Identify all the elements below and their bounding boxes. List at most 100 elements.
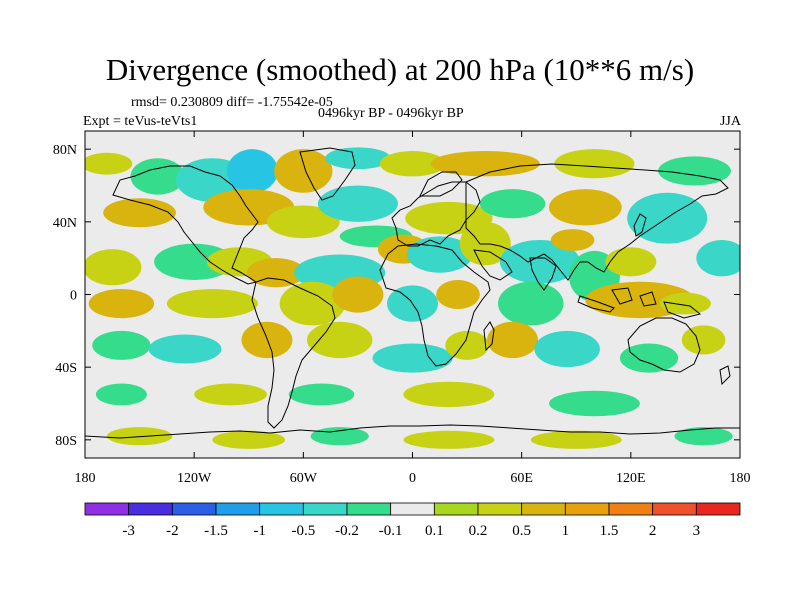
colorbar-swatch — [171, 502, 217, 516]
coast-indonesia — [577, 287, 702, 319]
divergence-patch — [379, 150, 446, 177]
divergence-patch — [212, 430, 286, 449]
coast-australia — [627, 317, 701, 373]
colorbar-swatch — [259, 502, 304, 516]
colorbar-swatch — [521, 502, 566, 516]
colorbar-label: 0.5 — [512, 523, 531, 539]
divergence-patch — [310, 427, 369, 446]
lat-tick-label: 40S — [55, 361, 77, 376]
colorbar-label: -1.5 — [204, 523, 228, 539]
colorbar-swatch — [390, 502, 435, 516]
divergence-patch — [332, 276, 384, 313]
lat-tick-label: 0 — [70, 289, 77, 304]
divergence-patch — [658, 156, 731, 186]
divergence-patch — [550, 229, 595, 251]
divergence-patch — [498, 281, 564, 326]
divergence-patch — [85, 152, 133, 175]
divergence-patch — [430, 150, 540, 177]
coast-europe — [391, 181, 481, 247]
divergence-patch — [487, 321, 539, 359]
colorbar-label: -0.2 — [335, 523, 359, 539]
lon-tick-label: 180 — [730, 471, 751, 486]
divergence-field — [85, 147, 740, 449]
stats-line: rmsd= 0.230809 diff= -1.75542e-05 — [131, 95, 333, 110]
coast-asia — [465, 163, 729, 281]
coast-north-america — [112, 165, 259, 285]
colorbar-label: -3 — [122, 523, 135, 539]
divergence-patch — [88, 289, 155, 319]
divergence-patch — [403, 430, 495, 449]
period-label: 0496kyr BP - 0496kyr BP — [318, 106, 464, 121]
divergence-patch — [681, 325, 726, 355]
divergence-patch — [554, 149, 635, 179]
divergence-patch — [372, 343, 453, 373]
divergence-patch — [279, 281, 346, 326]
lon-tick-label: 180 — [75, 471, 96, 486]
coast-scandinavia — [419, 171, 463, 197]
colorbar-label: 1 — [562, 523, 570, 539]
coast-japan — [633, 213, 647, 237]
coast-madagascar — [483, 321, 495, 352]
lat-tick-label: 80N — [53, 143, 77, 158]
divergence-patch — [499, 239, 580, 284]
colorbar-label: -1 — [253, 523, 266, 539]
lat-tick-label: 80S — [55, 434, 77, 449]
divergence-patch — [194, 383, 267, 406]
divergence-patch — [534, 330, 600, 368]
divergence-patch — [696, 240, 740, 277]
lon-tick-label: 120E — [616, 471, 646, 486]
colorbar-label: -0.5 — [291, 523, 315, 539]
lon-tick-label: 60W — [290, 471, 318, 486]
coast-greenland — [299, 147, 356, 201]
divergence-patch — [619, 343, 679, 373]
longitude-axis: 180 120W 60W 0 60E 120E 180 — [75, 131, 751, 486]
divergence-patch — [436, 279, 480, 310]
divergence-patch — [266, 205, 340, 239]
lon-tick-label: 60E — [510, 471, 533, 486]
colorbar: -3 -2 -1.5 -1 -0.5 -0.2 -0.1 0.1 0.2 0.5 1 1.5 2 3 — [84, 502, 741, 539]
colorbar-swatch — [477, 502, 523, 516]
lon-tick-label: 0 — [409, 471, 416, 486]
divergence-patch — [95, 383, 147, 406]
divergence-patch — [407, 236, 473, 273]
season-label: JJA — [719, 114, 741, 129]
colorbar-label: 3 — [693, 523, 701, 539]
colorbar-swatch — [128, 502, 173, 516]
coast-antarctica — [85, 424, 740, 439]
lon-tick-label: 120W — [177, 471, 212, 486]
divergence-patch — [103, 198, 176, 228]
divergence-patch — [288, 383, 355, 406]
divergence-patch — [445, 330, 489, 360]
divergence-patch — [325, 147, 391, 170]
experiment-label: Expt = teVus-teVts1 — [83, 114, 198, 129]
divergence-patch — [317, 185, 398, 222]
divergence-patch — [548, 390, 640, 417]
divergence-patch — [605, 247, 657, 277]
divergence-patch — [226, 149, 278, 193]
divergence-patch — [530, 430, 622, 449]
colorbar-swatch — [302, 502, 348, 516]
lat-tick-label: 40N — [53, 216, 77, 231]
divergence-patch — [659, 292, 711, 315]
divergence-patch — [479, 189, 546, 219]
coastlines — [85, 147, 740, 439]
coast-arabia — [473, 249, 513, 281]
colorbar-swatch — [84, 502, 130, 516]
divergence-patch — [166, 289, 258, 319]
colorbar-swatch — [433, 502, 479, 516]
divergence-patch — [403, 381, 495, 408]
colorbar-label: 2 — [649, 523, 657, 539]
colorbar-swatch — [346, 502, 392, 516]
divergence-patch — [306, 321, 373, 359]
colorbar-swatch — [652, 502, 697, 516]
colorbar-swatch — [215, 502, 261, 516]
divergence-patch — [85, 249, 142, 286]
divergence-patch — [148, 334, 222, 364]
colorbar-swatch — [608, 502, 654, 516]
coast-new-zealand — [719, 365, 731, 386]
divergence-patch — [548, 189, 622, 226]
colorbar-label: 1.5 — [600, 523, 619, 539]
colorbar-swatch — [564, 502, 610, 516]
colorbar-label: 0.2 — [469, 523, 488, 539]
